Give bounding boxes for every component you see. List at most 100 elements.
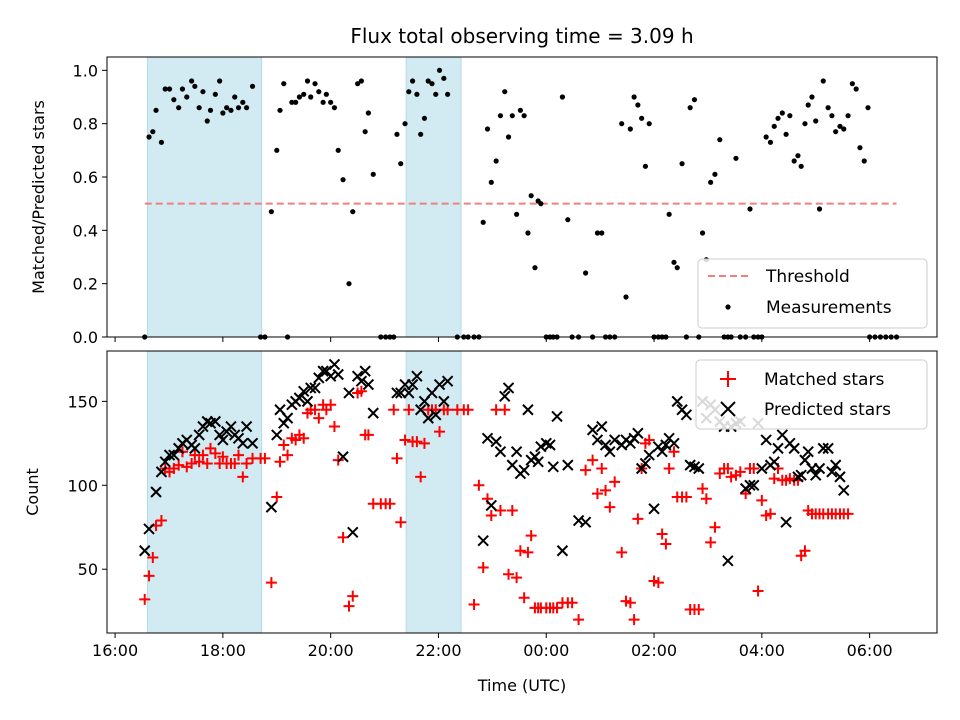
measurement-point <box>232 94 238 100</box>
legend-matched-label: Matched stars <box>764 370 884 390</box>
predicted-star-point <box>596 420 608 433</box>
predicted-star-point <box>265 501 278 513</box>
measurement-point <box>691 97 698 103</box>
predicted-star-point <box>813 462 826 475</box>
measurement-point <box>635 102 641 108</box>
measurement-point <box>346 281 352 287</box>
measurement-point <box>845 113 851 119</box>
measurement-point <box>249 83 256 89</box>
matched-star-point <box>722 463 734 474</box>
matched-star-point <box>609 476 621 488</box>
predicted-star-point <box>209 415 222 428</box>
matched-star-point <box>499 404 511 416</box>
measurement-point <box>837 123 843 129</box>
bottom-axes-frame <box>106 350 938 634</box>
measurement-point <box>217 78 223 84</box>
y-tick-label: 50 <box>78 560 98 579</box>
top-axes-frame <box>106 56 938 338</box>
measurement-point <box>358 78 364 84</box>
measurement-point <box>805 102 811 108</box>
predicted-star-point <box>343 387 355 399</box>
measurement-point <box>779 110 785 116</box>
predicted-star-point <box>193 429 205 441</box>
measurement-point <box>679 161 685 167</box>
predicted-star-point <box>544 439 556 451</box>
predicted-star-point <box>355 375 368 387</box>
measurement-point <box>857 145 863 151</box>
measurement-point <box>146 134 152 140</box>
matched-star-point <box>566 597 578 609</box>
predicted-star-point <box>834 471 846 483</box>
predicted-star-point <box>499 390 511 403</box>
matched-star-point <box>411 436 423 448</box>
measurement-point <box>708 179 714 185</box>
y-tick-label: 0.6 <box>73 168 98 187</box>
matched-star-point <box>596 463 608 474</box>
measurement-point <box>582 270 589 276</box>
measurement-point <box>493 158 499 164</box>
measurement-point <box>666 211 672 217</box>
matched-star-point <box>652 577 664 589</box>
measurement-point <box>717 137 723 143</box>
predicted-star-point <box>477 534 489 547</box>
matched-star-point <box>506 504 518 516</box>
matched-star-point <box>343 600 355 612</box>
measurement-point <box>402 121 408 127</box>
predicted-star-point <box>298 385 310 397</box>
measurement-point <box>301 91 307 97</box>
measurement-point <box>525 230 531 236</box>
matched-star-point <box>591 488 603 500</box>
measurement-point <box>687 105 693 111</box>
measurement-point <box>841 126 847 132</box>
measurement-point <box>865 105 871 111</box>
matched-star-point <box>494 504 506 516</box>
matched-star-point <box>660 538 672 550</box>
predicted-star-point <box>532 456 544 468</box>
measurement-point <box>480 219 486 225</box>
predicted-star-point <box>367 407 379 419</box>
matched-star-point <box>725 471 737 483</box>
predicted-star-point <box>359 365 371 377</box>
matched-star-point <box>197 449 209 461</box>
predicted-star-point <box>547 461 559 473</box>
matched-star-point <box>705 536 717 548</box>
measurement-point <box>268 209 274 215</box>
predicted-star-point <box>213 429 226 441</box>
matched-star-point <box>391 452 403 464</box>
predicted-star-point <box>722 555 734 567</box>
y-tick-label: 150 <box>67 392 98 411</box>
measurement-point <box>350 209 356 215</box>
matched-star-point <box>768 473 780 485</box>
matched-star-point <box>362 429 374 441</box>
measurement-point <box>646 121 652 127</box>
matched-star-point <box>842 508 854 520</box>
measurement-point <box>488 179 494 185</box>
measurement-point <box>631 94 637 100</box>
legend-matched-swatch <box>720 371 736 387</box>
predicted-star-point <box>485 499 497 512</box>
predicted-star-point <box>328 358 341 371</box>
measurement-point <box>192 83 198 89</box>
predicted-star-point <box>201 415 213 428</box>
measurement-point <box>521 113 527 119</box>
measurement-point <box>421 115 428 121</box>
measurement-point <box>370 171 376 177</box>
predicted-star-point <box>756 462 768 475</box>
measurement-point <box>204 118 210 124</box>
measurement-point <box>619 121 625 127</box>
x-tick-label: 04:00 <box>739 641 785 660</box>
measurement-point <box>328 99 334 105</box>
predicted-star-point <box>143 523 155 535</box>
matched-star-point <box>313 412 325 424</box>
matched-star-point <box>503 568 515 580</box>
predicted-star-point <box>317 365 329 377</box>
matched-star-point <box>139 593 151 605</box>
x-tick-label: 06:00 <box>847 641 893 660</box>
matched-star-point <box>734 466 746 478</box>
matched-star-point <box>485 510 497 521</box>
measurement-point <box>158 139 165 145</box>
measurement-point <box>538 201 544 207</box>
measurement-point <box>425 78 431 84</box>
matched-star-point <box>403 404 415 416</box>
predicted-star-point <box>748 479 760 491</box>
